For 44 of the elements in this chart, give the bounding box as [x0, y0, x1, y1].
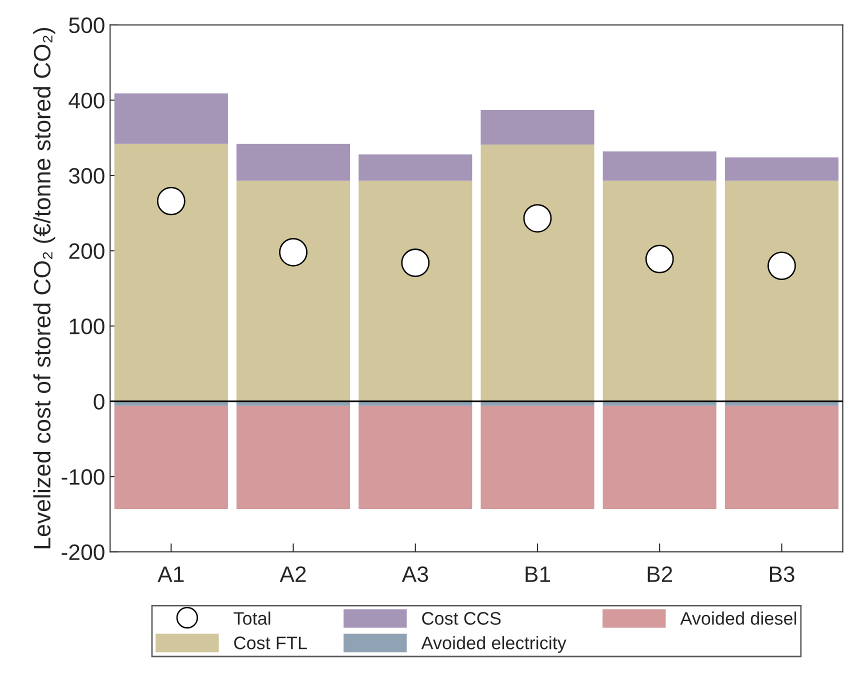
bar	[358, 180, 472, 402]
bar	[602, 151, 716, 181]
point	[523, 204, 552, 233]
y-axis-title: Levelized cost of stored CO₂ (€/tonne stored CO₂)	[33, 28, 56, 548]
bar	[602, 180, 716, 402]
y-tick-label: 400	[68, 92, 104, 108]
x-tick-label: B1	[526, 566, 550, 582]
bar	[602, 406, 716, 509]
x-tick-label: A2	[280, 566, 306, 582]
bar	[358, 154, 472, 181]
bar	[480, 144, 594, 402]
y-tick-label: 300	[69, 168, 104, 184]
bar	[724, 406, 838, 509]
bar	[114, 144, 228, 402]
bar	[236, 406, 350, 509]
bar	[358, 406, 472, 509]
bar	[236, 144, 350, 181]
y-tick-label: 100	[70, 318, 104, 334]
point	[279, 238, 308, 266]
bar	[236, 180, 350, 402]
x-tick-label: A3	[402, 566, 428, 582]
point	[156, 186, 186, 216]
y-tick-label: -200	[62, 544, 104, 560]
bar	[724, 157, 838, 181]
bar	[724, 180, 838, 402]
legend-label: Total	[234, 612, 270, 625]
legend-label: Cost CCS	[422, 612, 501, 625]
legend-label: Cost FTL	[234, 636, 307, 650]
point	[767, 252, 796, 280]
x-tick-label: B2	[648, 566, 672, 582]
bar	[480, 406, 594, 509]
y-tick-label: -100	[62, 469, 104, 485]
point	[645, 244, 674, 274]
point	[401, 248, 430, 278]
x-tick-label: B3	[770, 566, 794, 582]
y-tick-label: 500	[69, 17, 104, 34]
y-tick-label: 0	[94, 394, 104, 410]
legend-label: Avoided diesel	[680, 612, 796, 625]
x-tick-label: A1	[158, 566, 184, 582]
bar	[114, 406, 228, 509]
bar	[114, 93, 228, 144]
y-tick-label: 200	[69, 243, 104, 260]
legend-label: Avoided electricity	[421, 636, 566, 653]
bar	[480, 110, 594, 145]
